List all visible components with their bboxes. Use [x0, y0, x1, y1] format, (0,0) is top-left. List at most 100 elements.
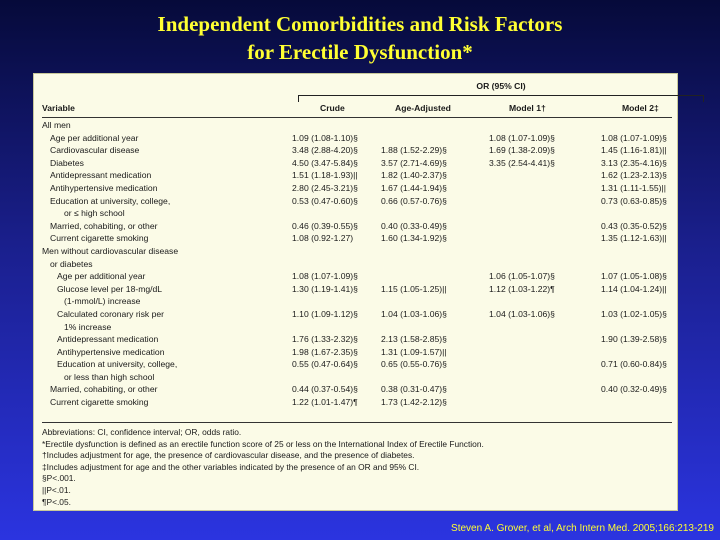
- table-row: Education at university, college, 0.53 (0…: [42, 195, 672, 208]
- footnote: ‡Includes adjustment for age and the oth…: [42, 461, 420, 472]
- row-variable: Antihypertensive medication: [57, 346, 165, 357]
- row-crude: 1.30 (1.19-1.41)§: [292, 283, 358, 294]
- row-variable: or less than high school: [64, 371, 155, 382]
- table-row: Antihypertensive medication 2.80 (2.45-3.…: [42, 182, 672, 195]
- table-row: All men: [42, 119, 672, 132]
- row-model-2: 1.35 (1.12-1.63)||: [601, 233, 667, 244]
- row-variable: Antidepressant medication: [57, 334, 159, 345]
- row-model-2: 0.43 (0.35-0.52)§: [601, 220, 667, 231]
- table-row: Married, cohabiting, or other 0.44 (0.37-…: [42, 383, 672, 396]
- row-variable: Antihypertensive medication: [50, 182, 158, 193]
- row-model-2: 1.31 (1.11-1.55)||: [601, 182, 666, 193]
- table-row: Current cigarette smoking 1.08 (0.92-1.27…: [42, 232, 672, 245]
- row-crude: 1.10 (1.09-1.12)§: [292, 308, 358, 319]
- row-variable: Antidepressant medication: [50, 170, 152, 181]
- row-crude: 3.48 (2.88-4.20)§: [292, 145, 358, 156]
- row-crude: 1.98 (1.67-2.35)§: [292, 346, 358, 357]
- row-variable: Calculated coronary risk per: [57, 308, 164, 319]
- column-header-age-adjusted: Age-Adjusted: [395, 103, 451, 113]
- row-variable: Education at university, college,: [57, 359, 178, 370]
- table-row: Antidepressant medication 1.76 (1.33-2.32…: [42, 333, 672, 346]
- row-variable: Glucose level per 18-mg/dL: [57, 283, 163, 294]
- row-model-1: 1.04 (1.03-1.06)§: [489, 308, 555, 319]
- row-crude: 0.46 (0.39-0.55)§: [292, 220, 358, 231]
- row-crude: 1.51 (1.18-1.93)||: [292, 170, 358, 181]
- or-group-label: OR (95% CI): [476, 81, 526, 91]
- table-row: or ≤ high school: [42, 207, 672, 220]
- row-crude: 1.08 (1.07-1.09)§: [292, 271, 358, 282]
- table-row: Antidepressant medication 1.51 (1.18-1.93…: [42, 169, 672, 182]
- table-row: or diabetes: [42, 258, 672, 271]
- row-model-1: 1.06 (1.05-1.07)§: [489, 271, 555, 282]
- column-header-crude: Crude: [320, 103, 345, 113]
- row-variable: Current cigarette smoking: [50, 233, 149, 244]
- row-model-2: 1.03 (1.02-1.05)§: [601, 308, 667, 319]
- row-age-adjusted: 1.60 (1.34-1.92)§: [381, 233, 447, 244]
- table-row: Age per additional year 1.09 (1.08-1.10)§…: [42, 132, 672, 145]
- row-model-2: 1.14 (1.04-1.24)||: [601, 283, 667, 294]
- row-age-adjusted: 1.15 (1.05-1.25)||: [381, 283, 447, 294]
- row-variable: or diabetes: [50, 258, 93, 269]
- table-row: Antihypertensive medication 1.98 (1.67-2.…: [42, 346, 672, 359]
- table-row: Diabetes 4.50 (3.47-5.84)§ 3.57 (2.71-4.69…: [42, 157, 672, 170]
- row-variable: Cardiovascular disease: [50, 145, 140, 156]
- row-crude: 0.55 (0.47-0.64)§: [292, 359, 358, 370]
- footnote: ¶P<.05.: [42, 496, 71, 507]
- row-age-adjusted: 0.40 (0.33-0.49)§: [381, 220, 447, 231]
- row-crude: 4.50 (3.47-5.84)§: [292, 157, 358, 168]
- row-model-1: 1.08 (1.07-1.09)§: [489, 132, 555, 143]
- row-age-adjusted: 3.57 (2.71-4.69)§: [381, 157, 447, 168]
- row-variable: or ≤ high school: [64, 208, 125, 219]
- row-variable: (1-mmol/L) increase: [64, 296, 141, 307]
- row-age-adjusted: 1.82 (1.40-2.37)§: [381, 170, 447, 181]
- row-age-adjusted: 2.13 (1.58-2.85)§: [381, 334, 447, 345]
- row-variable: Married, cohabiting, or other: [50, 220, 158, 231]
- or-group-header: OR (95% CI): [296, 79, 706, 102]
- row-crude: 1.08 (0.92-1.27): [292, 233, 354, 244]
- row-age-adjusted: 0.38 (0.31-0.47)§: [381, 384, 447, 395]
- row-model-1: 1.12 (1.03-1.22)¶: [489, 283, 555, 294]
- row-model-2: 1.90 (1.39-2.58)§: [601, 334, 667, 345]
- row-crude: 2.80 (2.45-3.21)§: [292, 182, 358, 193]
- table-row: Current cigarette smoking 1.22 (1.01-1.47…: [42, 396, 672, 409]
- row-age-adjusted: 1.04 (1.03-1.06)§: [381, 308, 447, 319]
- table-row: Cardiovascular disease 3.48 (2.88-4.20)§ 1…: [42, 144, 672, 157]
- footnote: †Includes adjustment for age, the presen…: [42, 450, 415, 461]
- row-variable: Married, cohabiting, or other: [50, 384, 158, 395]
- row-model-2: 1.45 (1.16-1.81)||: [601, 145, 667, 156]
- table-row: 1% increase: [42, 321, 672, 334]
- table-row: (1-mmol/L) increase: [42, 295, 672, 308]
- table-body: All men Age per additional year 1.09 (1.08…: [42, 119, 672, 409]
- citation: Steven A. Grover, et al, Arch Intern Med…: [451, 523, 714, 534]
- table-row: Men without cardiovascular disease: [42, 245, 672, 258]
- column-header-model-1: Model 1†: [509, 103, 546, 113]
- row-age-adjusted: 1.88 (1.52-2.29)§: [381, 145, 447, 156]
- footnote: ||P<.01.: [42, 484, 71, 495]
- column-header-row: Variable Crude Age-Adjusted Model 1† Mod…: [42, 101, 672, 118]
- row-variable: Age per additional year: [50, 132, 139, 143]
- row-variable: All men: [42, 120, 71, 130]
- table-row: Education at university, college, 0.55 (0…: [42, 358, 672, 371]
- table-footnotes: Abbreviations: CI, confidence interval; …: [42, 422, 672, 508]
- column-header-variable: Variable: [42, 103, 75, 113]
- row-variable: Age per additional year: [57, 271, 146, 282]
- row-age-adjusted: 1.31 (1.09-1.57)||: [381, 346, 447, 357]
- row-variable: Current cigarette smoking: [50, 397, 149, 408]
- row-crude: 1.22 (1.01-1.47)¶: [292, 397, 358, 408]
- row-model-2: 3.13 (2.35-4.16)§: [601, 157, 667, 168]
- row-model-1: 3.35 (2.54-4.41)§: [489, 157, 555, 168]
- row-model-2: 1.07 (1.05-1.08)§: [601, 271, 667, 282]
- row-age-adjusted: 0.65 (0.55-0.76)§: [381, 359, 447, 370]
- row-model-2: 0.73 (0.63-0.85)§: [601, 195, 667, 206]
- title-line-2: for Erectile Dysfunction*: [247, 40, 473, 64]
- row-variable: Diabetes: [50, 157, 84, 168]
- table-row: Glucose level per 18-mg/dL 1.30 (1.19-1.4…: [42, 283, 672, 296]
- row-model-2: 1.62 (1.23-2.13)§: [601, 170, 667, 181]
- column-header-model-2: Model 2‡: [622, 103, 659, 113]
- table-row: Calculated coronary risk per 1.10 (1.09-1…: [42, 308, 672, 321]
- results-table: OR (95% CI) Variable Crude Age-Adjusted …: [33, 73, 704, 511]
- row-variable: Education at university, college,: [50, 195, 171, 206]
- footnote: §P<.001.: [42, 473, 76, 484]
- row-crude: 1.76 (1.33-2.32)§: [292, 334, 358, 345]
- row-model-1: 1.69 (1.38-2.09)§: [489, 145, 555, 156]
